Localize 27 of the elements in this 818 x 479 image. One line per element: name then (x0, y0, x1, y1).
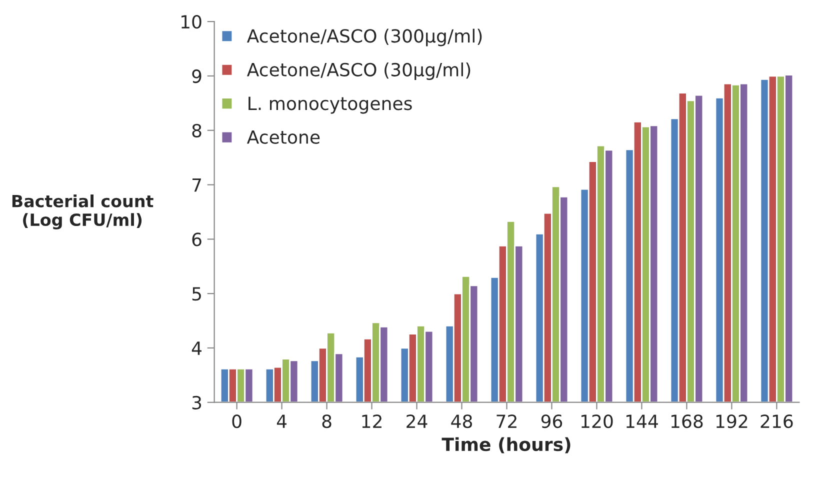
legend-label: Acetone/ASCO (300µg/ml) (246, 28, 482, 46)
x-tick-label: 168 (671, 414, 703, 428)
x-tick-label: 120 (581, 414, 613, 428)
legend-label: Acetone (246, 130, 320, 144)
y-tick-label: 4 (192, 342, 202, 355)
x-tick-label: 24 (406, 414, 428, 428)
y-tick-label: 7 (192, 178, 201, 192)
y-axis-title: Bacterial count (Log CFU/ml) (12, 194, 154, 230)
x-tick-label: 192 (716, 414, 748, 428)
x-tick-label: 12 (362, 414, 382, 428)
x-tick-label: 0 (232, 414, 242, 428)
y-tick-label: 6 (192, 232, 202, 246)
legend-label: L. monocytogenes (248, 96, 412, 114)
x-tick-label: 96 (541, 414, 562, 428)
y-tick-label: 3 (192, 396, 202, 410)
x-tick-label: 72 (496, 414, 516, 428)
x-tick-label: 4 (276, 414, 287, 428)
x-tick-label: 144 (626, 414, 658, 428)
y-tick-label: 9 (192, 69, 202, 84)
x-axis-title: Time (hours) (442, 437, 570, 454)
y-tick-label: 10 (182, 15, 202, 29)
y-tick-label: 5 (192, 287, 201, 301)
y-tick-label: 8 (192, 124, 202, 138)
x-tick-label: 216 (760, 414, 793, 428)
x-tick-label: 8 (322, 414, 332, 428)
x-tick-label: 48 (451, 414, 472, 428)
legend-label: Acetone/ASCO (30µg/ml) (246, 62, 470, 80)
